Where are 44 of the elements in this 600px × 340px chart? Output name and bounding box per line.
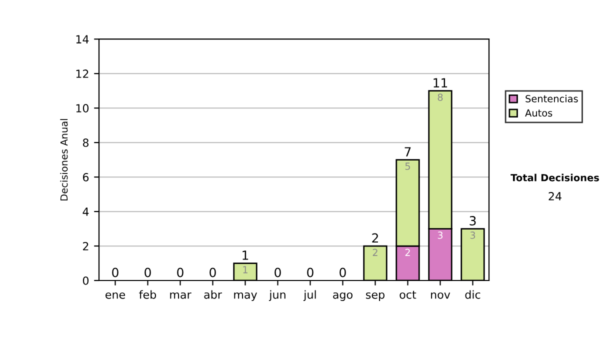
y-tick-label: 4: [82, 208, 89, 216]
y-tick-label: 8: [82, 138, 89, 147]
data-label: 1: [243, 266, 248, 274]
data-label: 5: [405, 162, 410, 170]
data-label: 8: [438, 94, 443, 101]
x-tick-label: may: [234, 292, 258, 301]
legend-label: Autos: [525, 109, 552, 117]
data-label: 3: [470, 232, 476, 239]
total-label: 0: [112, 268, 118, 278]
x-tick-label: sep: [366, 292, 384, 301]
data-label: 3: [438, 232, 443, 239]
total-label: 0: [177, 268, 184, 278]
total-label: 3: [470, 216, 476, 226]
total-label: 2: [372, 233, 378, 243]
y-tick-label: 6: [82, 173, 89, 182]
data-label: 2: [372, 248, 378, 256]
legend-label: Sentencias: [526, 94, 578, 102]
x-tick-label: ago: [333, 292, 352, 301]
x-tick-label: jun: [268, 290, 286, 301]
text: Total Decisiones: [510, 174, 599, 182]
y-tick-label: 0: [82, 276, 89, 285]
total-label: 7: [404, 147, 411, 156]
y-tick-label: 10: [76, 104, 89, 112]
y-tick-label: 14: [76, 35, 89, 44]
total-label: 0: [210, 268, 216, 278]
x-tick-label: feb: [139, 290, 156, 299]
text: 24: [548, 192, 562, 200]
total-label: 0: [307, 268, 314, 278]
total-label: 0: [340, 268, 346, 278]
x-tick-label: jul: [303, 290, 316, 301]
x-tick-label: dic: [465, 290, 480, 299]
data-label: 2: [405, 248, 410, 256]
x-tick-label: nov: [431, 292, 450, 299]
total-label: 1: [242, 250, 248, 260]
x-tick-label: oct: [400, 290, 416, 299]
total-label: 11: [434, 78, 448, 88]
x-tick-label: abr: [204, 290, 222, 299]
x-tick-label: mar: [170, 292, 192, 299]
y-tick-label: 12: [76, 70, 88, 78]
total-label: 0: [274, 268, 281, 278]
total-label: 0: [144, 268, 151, 278]
x-tick-label: ene: [106, 292, 126, 299]
y-axis-title: Decisiones Anual: [60, 119, 68, 200]
y-tick-label: 2: [83, 242, 88, 250]
